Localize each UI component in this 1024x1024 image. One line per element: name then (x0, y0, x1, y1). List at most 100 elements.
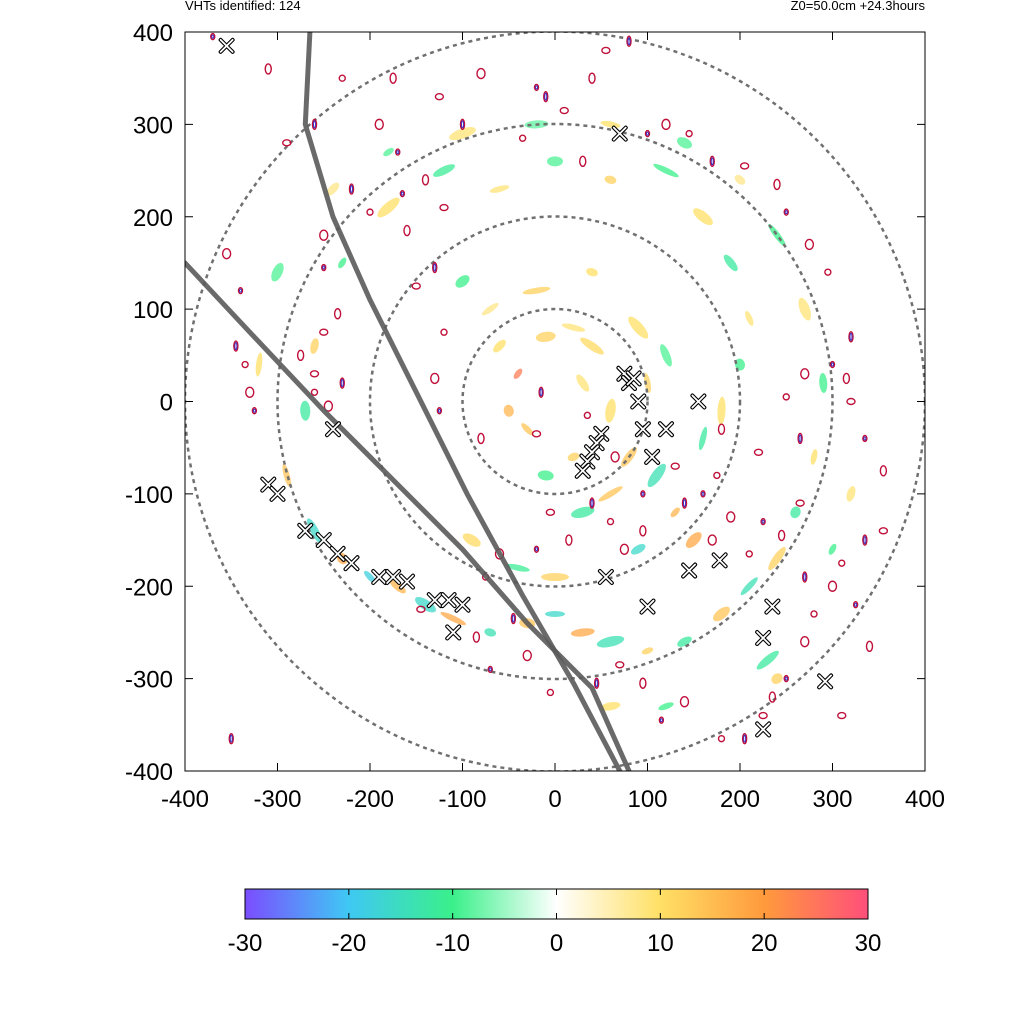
vht-marker-core (756, 722, 771, 737)
vortex-contour-outer (436, 407, 443, 415)
vht-marker (584, 444, 600, 461)
vortex-contour-outer (783, 674, 789, 683)
vortex-contour-inner (313, 120, 316, 129)
vortex-contour-outer (842, 372, 851, 385)
anomaly-blob (846, 486, 856, 502)
vortex-contour-outer (640, 490, 646, 498)
vht-marker-core (612, 126, 627, 141)
vortex-contour (661, 118, 671, 131)
range-ring (185, 32, 925, 771)
vortex-contour (374, 118, 384, 131)
vortex-contour-outer (709, 155, 715, 168)
vortex-contour (416, 605, 426, 614)
anomaly-blob (481, 302, 499, 316)
vortex-contour (670, 462, 680, 470)
anomaly-blob (771, 673, 783, 685)
vortex-contour-outer (827, 580, 838, 592)
colorbar-tick-label: -10 (435, 930, 470, 957)
plot-area: -400 -300 -200 -100 0 100 200 300 400 400 300 200 10… (125, 20, 945, 813)
vortex-contour-inner (683, 499, 686, 508)
colorbar-tick-label: 20 (751, 930, 778, 957)
vortex-contour (681, 497, 688, 509)
colorbar-tick-label: -20 (331, 930, 366, 957)
vht-marker-core (589, 436, 604, 450)
vortex-contour-inner (252, 408, 256, 413)
vortex-contour-outer (399, 189, 406, 198)
vortex-contour-inner (400, 191, 404, 196)
vortex-contour-outer (717, 423, 726, 435)
vortex-contour (640, 490, 646, 498)
vht-marker (218, 37, 235, 54)
y-tick-label: 400 (133, 20, 173, 47)
vortex-contour-outer (848, 331, 854, 343)
x-tick-label: 300 (812, 786, 852, 813)
vortex-contour (717, 734, 726, 743)
vortex-contour-outer (800, 635, 810, 648)
vht-marker-core (400, 574, 414, 589)
anomaly-blob (790, 506, 801, 519)
vortex-contour-inner (659, 718, 663, 723)
vortex-contour-outer (679, 696, 690, 708)
vht-marker-core (372, 570, 387, 584)
vortex-contour-inner (433, 263, 437, 272)
anomaly-blob (600, 120, 621, 128)
vortex-contour-outer (615, 661, 625, 669)
vortex-contour-inner (627, 37, 631, 46)
storm-track (302, 32, 623, 771)
vortex-contour-inner (646, 131, 649, 136)
vortex-contour-inner (544, 92, 548, 101)
vortex-contour (679, 696, 690, 708)
vortex-contour (339, 377, 345, 389)
vortex-contour-outer (533, 83, 540, 92)
vortex-contour-inner (322, 265, 326, 270)
vortex-contour-outer (416, 605, 426, 614)
anomaly-blob (484, 628, 497, 637)
vortex-contour (709, 155, 715, 168)
vht-marker-core (640, 599, 655, 614)
vht-marker-core (631, 394, 646, 409)
x-tick-label: 0 (548, 786, 561, 813)
vortex-contour-inner (590, 499, 594, 508)
vht-marker-core (219, 38, 234, 53)
vortex-contour (700, 490, 706, 498)
vortex-contour-inner (641, 491, 645, 496)
vortex-contour (282, 139, 292, 147)
vortex-contour-outer (210, 32, 216, 41)
vortex-contour (848, 331, 854, 343)
vortex-contour-outer (773, 178, 781, 191)
vortex-contour-outer (593, 677, 600, 689)
vht-marker (755, 721, 772, 738)
vortex-contour (518, 134, 527, 142)
x-tick-label: -300 (253, 786, 301, 813)
vortex-contour (800, 368, 810, 380)
vortex-contour-outer (802, 571, 808, 583)
vortex-contour (579, 155, 587, 168)
vortex-contour-outer (760, 517, 766, 526)
vortex-contour (296, 349, 305, 362)
vortex-contour-outer (430, 372, 440, 385)
vht-marker (630, 393, 647, 410)
vortex-contour (543, 90, 549, 103)
vortex-contour-inner (488, 667, 492, 672)
vht-marker (399, 573, 415, 590)
vortex-contour (583, 411, 592, 420)
vortex-contour (838, 559, 846, 567)
vht-marker (588, 435, 605, 452)
vortex-contour (436, 407, 443, 415)
y-tick-label: 200 (133, 205, 173, 232)
vht-marker (426, 592, 443, 609)
vortex-contour-outer (658, 716, 665, 724)
vortex-contour-outer (824, 268, 832, 276)
vortex-contour (626, 35, 632, 47)
vht-markers (218, 37, 834, 738)
vortex-contour-outer (251, 407, 258, 415)
vortex-contour-inner (461, 120, 464, 129)
anomaly-blob (271, 262, 284, 282)
vortex-contour-inner (511, 614, 515, 623)
vortex-contour (565, 534, 573, 546)
x-tick-label: -400 (161, 786, 209, 813)
vht-marker (297, 522, 314, 539)
vht-marker-core (446, 625, 461, 640)
vht-marker-core (575, 463, 590, 478)
